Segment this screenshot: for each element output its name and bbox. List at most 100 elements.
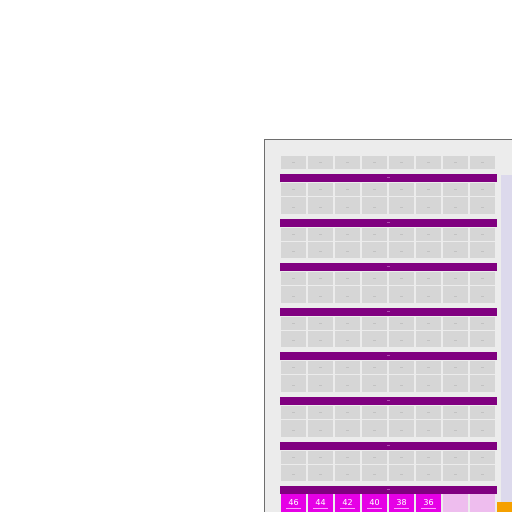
unit-cell[interactable] — [362, 334, 387, 347]
unit-cell[interactable] — [443, 406, 468, 419]
unit-cell[interactable] — [281, 317, 306, 330]
unit-cell[interactable] — [362, 290, 387, 303]
unit-cell[interactable] — [335, 272, 360, 285]
unit-cell[interactable] — [335, 468, 360, 481]
unit-cell[interactable] — [416, 272, 441, 285]
unit-cell[interactable] — [308, 468, 333, 481]
unit-cell[interactable] — [308, 334, 333, 347]
unit-cell[interactable] — [389, 272, 414, 285]
unit-cell[interactable] — [281, 379, 306, 392]
unit-cell[interactable] — [416, 156, 441, 169]
unit-cell[interactable] — [470, 424, 495, 437]
unit-cell[interactable] — [416, 183, 441, 196]
unit-cell[interactable] — [470, 334, 495, 347]
unit-cell[interactable] — [470, 183, 495, 196]
unit-cell[interactable] — [335, 379, 360, 392]
unit-cell[interactable] — [308, 228, 333, 241]
unit-cell[interactable] — [443, 272, 468, 285]
unit-cell[interactable] — [416, 361, 441, 374]
unit-cell[interactable] — [362, 317, 387, 330]
unit-cell[interactable] — [416, 468, 441, 481]
unit-cell[interactable] — [308, 424, 333, 437]
unit-cell[interactable] — [416, 228, 441, 241]
unit-cell[interactable] — [308, 245, 333, 258]
unit-cell[interactable] — [362, 361, 387, 374]
unit-cell[interactable] — [362, 379, 387, 392]
unit-cell[interactable] — [470, 272, 495, 285]
unit-number-cell[interactable]: 38 — [389, 494, 414, 512]
unit-cell[interactable] — [281, 361, 306, 374]
unit-cell[interactable] — [389, 451, 414, 464]
unit-cell[interactable] — [335, 290, 360, 303]
unit-cell[interactable] — [470, 201, 495, 214]
unit-cell[interactable] — [281, 290, 306, 303]
unit-cell[interactable] — [416, 379, 441, 392]
unit-cell[interactable] — [281, 406, 306, 419]
unit-cell[interactable] — [362, 156, 387, 169]
unit-cell[interactable] — [416, 290, 441, 303]
unit-cell[interactable] — [362, 228, 387, 241]
unit-cell[interactable] — [281, 228, 306, 241]
unit-cell[interactable] — [443, 468, 468, 481]
unit-cell[interactable] — [389, 361, 414, 374]
unit-cell[interactable] — [470, 228, 495, 241]
unit-cell[interactable] — [389, 183, 414, 196]
unit-cell[interactable] — [308, 156, 333, 169]
unit-cell[interactable] — [443, 290, 468, 303]
unit-cell[interactable] — [362, 406, 387, 419]
unit-cell[interactable] — [443, 201, 468, 214]
unit-cell[interactable] — [416, 201, 441, 214]
unit-cell[interactable] — [308, 183, 333, 196]
unit-cell[interactable] — [281, 245, 306, 258]
unit-cell[interactable] — [389, 379, 414, 392]
unit-cell[interactable] — [281, 183, 306, 196]
unit-cell[interactable] — [335, 183, 360, 196]
unit-cell[interactable] — [416, 451, 441, 464]
unit-number-cell[interactable]: 42 — [335, 494, 360, 512]
unit-cell[interactable] — [470, 245, 495, 258]
unit-cell[interactable] — [281, 156, 306, 169]
unit-cell[interactable] — [416, 424, 441, 437]
unit-number-cell[interactable]: 36 — [416, 494, 441, 512]
unit-cell[interactable] — [416, 334, 441, 347]
unit-number-cell[interactable]: 46 — [281, 494, 306, 512]
unit-cell[interactable] — [389, 317, 414, 330]
unit-cell[interactable] — [389, 406, 414, 419]
unit-cell[interactable] — [281, 424, 306, 437]
unit-cell[interactable] — [443, 245, 468, 258]
unit-cell[interactable] — [389, 424, 414, 437]
unit-cell[interactable] — [470, 317, 495, 330]
unit-cell[interactable] — [416, 317, 441, 330]
unit-cell[interactable] — [308, 406, 333, 419]
unit-cell[interactable] — [443, 361, 468, 374]
unit-cell[interactable] — [335, 201, 360, 214]
unit-cell[interactable] — [362, 451, 387, 464]
unit-number-cell[interactable]: 40 — [362, 494, 387, 512]
unit-cell[interactable] — [281, 272, 306, 285]
unit-cell[interactable] — [362, 183, 387, 196]
unit-cell[interactable] — [470, 156, 495, 169]
unit-cell[interactable] — [362, 201, 387, 214]
unit-cell[interactable] — [389, 245, 414, 258]
unit-cell[interactable] — [389, 201, 414, 214]
unit-cell[interactable] — [389, 228, 414, 241]
unit-cell[interactable] — [443, 183, 468, 196]
unit-cell[interactable] — [389, 468, 414, 481]
unit-cell[interactable] — [308, 272, 333, 285]
unit-cell[interactable] — [335, 361, 360, 374]
unit-cell[interactable] — [443, 156, 468, 169]
unit-cell[interactable] — [335, 334, 360, 347]
unit-cell[interactable] — [308, 361, 333, 374]
unit-cell[interactable] — [362, 272, 387, 285]
unit-cell[interactable] — [443, 451, 468, 464]
unit-cell[interactable] — [443, 228, 468, 241]
unit-cell[interactable] — [308, 451, 333, 464]
side-scroll-strip[interactable] — [501, 175, 512, 512]
unit-cell[interactable] — [335, 156, 360, 169]
unit-cell[interactable] — [470, 290, 495, 303]
unit-cell[interactable] — [362, 424, 387, 437]
unit-cell[interactable] — [335, 451, 360, 464]
unit-cell[interactable] — [416, 245, 441, 258]
unit-cell[interactable] — [281, 201, 306, 214]
unit-cell[interactable] — [362, 245, 387, 258]
